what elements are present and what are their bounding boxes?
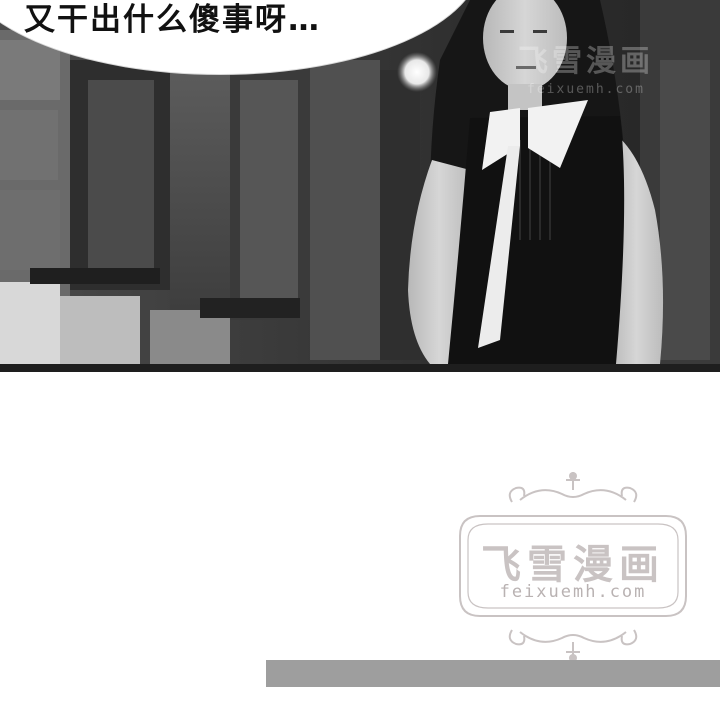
watermark-ornament-icon xyxy=(459,472,687,662)
panel-divider xyxy=(0,364,720,372)
next-panel-edge xyxy=(266,660,720,687)
site-watermark: 飞雪漫画 feixuemh.com xyxy=(450,466,696,666)
speech-bubble-text: 又干出什么傻事呀… xyxy=(24,2,321,38)
street-scene-image xyxy=(0,0,720,364)
comic-panel-photo: 又干出什么傻事呀… 飞雪漫画 feixuemh.com xyxy=(0,0,720,364)
watermark-title: 飞雪漫画 xyxy=(481,542,665,588)
watermark-url: feixuemh.com xyxy=(499,582,647,602)
